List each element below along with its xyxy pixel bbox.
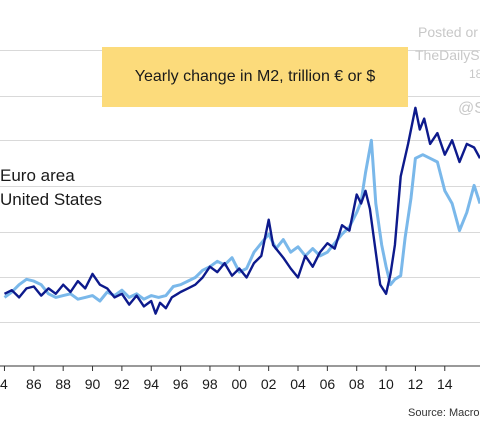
x-tick-label: 90 xyxy=(85,376,101,392)
x-tick-label: 86 xyxy=(26,376,42,392)
x-tick-label: 94 xyxy=(143,376,159,392)
x-tick-label: 12 xyxy=(408,376,424,392)
watermark-line4: @S xyxy=(458,100,480,117)
source-note: Source: Macro xyxy=(408,407,480,419)
gridline-7 xyxy=(0,322,480,323)
legend-united-states: United States xyxy=(0,190,103,209)
x-tick-label: 10 xyxy=(378,376,394,392)
x-tick-label: 06 xyxy=(320,376,336,392)
x-tick-label: 00 xyxy=(232,376,248,392)
x-tick-label: 96 xyxy=(173,376,189,392)
x-tick-label: 02 xyxy=(261,376,277,392)
legend-euro-area: Euro area xyxy=(0,166,75,185)
x-tick-label: 98 xyxy=(202,376,218,392)
gridline-4 xyxy=(0,186,480,187)
gridline-6 xyxy=(0,277,480,278)
series-line-united-states xyxy=(3,138,480,303)
x-tick-label: 88 xyxy=(55,376,71,392)
x-tick-label: 92 xyxy=(114,376,130,392)
series-line-euro-area xyxy=(3,106,480,315)
gridline-3 xyxy=(0,140,480,141)
watermark-line1: Posted or xyxy=(418,24,478,40)
chart-title: Yearly change in M2, trillion € or $ xyxy=(102,47,408,107)
gridline-5 xyxy=(0,232,480,233)
x-tick-label: 04 xyxy=(290,376,306,392)
x-tick-label: 4 xyxy=(0,376,8,392)
x-tick-label: 14 xyxy=(437,376,453,392)
watermark-line3: 18 xyxy=(469,67,480,81)
x-tick-label: 08 xyxy=(349,376,365,392)
watermark-line2: TheDailyS xyxy=(415,47,480,63)
